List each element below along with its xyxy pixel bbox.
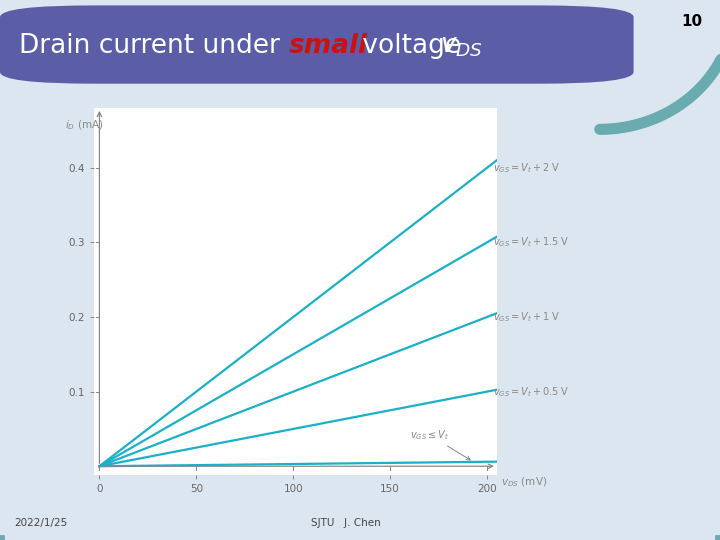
Text: Drain current under: Drain current under [19,33,288,59]
Text: voltage: voltage [354,33,469,59]
Text: $v_{GS} = V_t + 2\ \rm{V}$: $v_{GS} = V_t + 2\ \rm{V}$ [493,161,560,174]
Text: 10: 10 [681,14,702,29]
Text: $v_{GS} = V_t + 0.5\ \rm{V}$: $v_{GS} = V_t + 0.5\ \rm{V}$ [493,384,570,399]
Text: $v_{GS} = V_t + 1.5\ \rm{V}$: $v_{GS} = V_t + 1.5\ \rm{V}$ [493,235,570,249]
Text: $v_{GS} = V_t + 1\ \rm{V}$: $v_{GS} = V_t + 1\ \rm{V}$ [493,310,560,324]
Text: $v_{DS}$ (mV): $v_{DS}$ (mV) [500,476,547,489]
Text: small: small [288,33,367,59]
Text: $v_{DS}$: $v_{DS}$ [441,33,483,59]
Text: $v_{GS} \leq V_t$: $v_{GS} \leq V_t$ [410,428,470,460]
Text: 2022/1/25: 2022/1/25 [14,518,68,528]
FancyBboxPatch shape [0,5,634,84]
Text: $i_D$ (mA): $i_D$ (mA) [65,119,103,132]
Text: SJTU   J. Chen: SJTU J. Chen [311,518,380,528]
